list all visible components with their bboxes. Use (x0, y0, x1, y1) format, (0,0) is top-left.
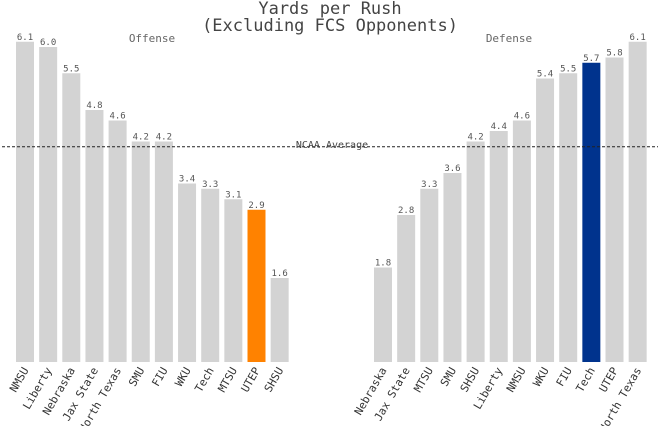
defense-value-label-utep: 5.8 (606, 49, 622, 59)
offense-bar-liberty (39, 47, 58, 362)
offense-bar-mtsu (224, 199, 243, 362)
offense-bar-wku (178, 183, 197, 362)
offense-bar-tech (201, 188, 220, 362)
defense-tick-label-tech: Tech (573, 365, 598, 394)
offense-tick-label-utep: UTEP (239, 365, 264, 395)
defense-bar-north-texas (628, 41, 647, 362)
defense-bar-nebraska (374, 267, 392, 362)
defense-bar-jax-state (397, 215, 416, 362)
defense-bar-wku (536, 78, 555, 362)
defense-value-label-nebraska: 1.8 (375, 259, 391, 269)
offense-value-label-fiu: 4.2 (156, 133, 172, 143)
defense-value-label-nmsu: 4.6 (514, 112, 530, 122)
offense-value-label-tech: 3.3 (202, 180, 218, 190)
offense-tick-label-tech: Tech (192, 365, 217, 394)
defense-bar-smu (443, 173, 462, 362)
offense-value-label-nebraska: 5.5 (63, 64, 79, 74)
defense-value-label-liberty: 4.4 (491, 122, 507, 132)
defense-bar-nmsu (512, 120, 531, 362)
defense-tick-label-nmsu: NMSU (504, 365, 529, 394)
offense-value-label-utep: 2.9 (248, 201, 264, 211)
offense-bar-utep (247, 209, 266, 362)
defense-tick-label-mtsu: MTSU (411, 365, 436, 394)
defense-value-label-north-texas: 6.1 (630, 33, 646, 43)
offense-tick-label-mtsu: MTSU (215, 365, 240, 394)
offense-tick-label-fiu: FIU (149, 365, 170, 389)
offense-tick-label-smu: SMU (126, 365, 147, 389)
offense-bar-nebraska (62, 73, 81, 362)
offense-bar-fiu (154, 141, 173, 362)
defense-bar-liberty (489, 131, 508, 362)
chart-title-line2: (Excluding FCS Opponents) (202, 16, 458, 36)
offense-value-label-north-texas: 4.6 (109, 112, 125, 122)
offense-bar-smu (131, 141, 150, 362)
offense-value-label-nmsu: 6.1 (17, 33, 33, 43)
defense-bar-shsu (466, 141, 485, 362)
chart-title-line1: Yards per Rush (258, 0, 401, 19)
offense-value-label-mtsu: 3.1 (225, 190, 241, 200)
offense-value-label-smu: 4.2 (133, 133, 149, 143)
defense-bar-fiu (559, 73, 578, 362)
offense-value-label-liberty: 6.0 (40, 38, 56, 48)
defense-value-label-shsu: 4.2 (467, 133, 483, 143)
offense-panel-title: Offense (129, 32, 175, 45)
defense-bar-utep (605, 57, 624, 362)
defense-value-label-mtsu: 3.3 (421, 180, 437, 190)
offense-value-label-shsu: 1.6 (272, 269, 288, 279)
ncaa-average-label: NCAA Average (296, 140, 368, 151)
defense-value-label-jax-state: 2.8 (398, 206, 414, 216)
defense-bar-mtsu (420, 188, 439, 362)
offense-bar-jax-state (85, 110, 104, 362)
defense-value-label-smu: 3.6 (444, 164, 460, 174)
offense-bar-shsu (270, 278, 289, 362)
offense-value-label-jax-state: 4.8 (86, 101, 102, 111)
defense-bar-tech (582, 62, 601, 362)
defense-tick-label-wku: WKU (530, 365, 551, 389)
defense-value-label-fiu: 5.5 (560, 64, 576, 74)
offense-tick-label-shsu: SHSU (262, 365, 287, 394)
offense-bar-north-texas (108, 120, 127, 362)
defense-panel-title: Defense (486, 32, 532, 45)
offense-bar-nmsu (16, 41, 34, 362)
defense-value-label-tech: 5.7 (583, 54, 599, 64)
defense-value-label-wku: 5.4 (537, 70, 553, 80)
defense-tick-label-smu: SMU (438, 365, 459, 389)
offense-tick-label-wku: WKU (172, 365, 193, 389)
defense-tick-label-fiu: FIU (554, 365, 575, 389)
offense-value-label-wku: 3.4 (179, 175, 195, 185)
